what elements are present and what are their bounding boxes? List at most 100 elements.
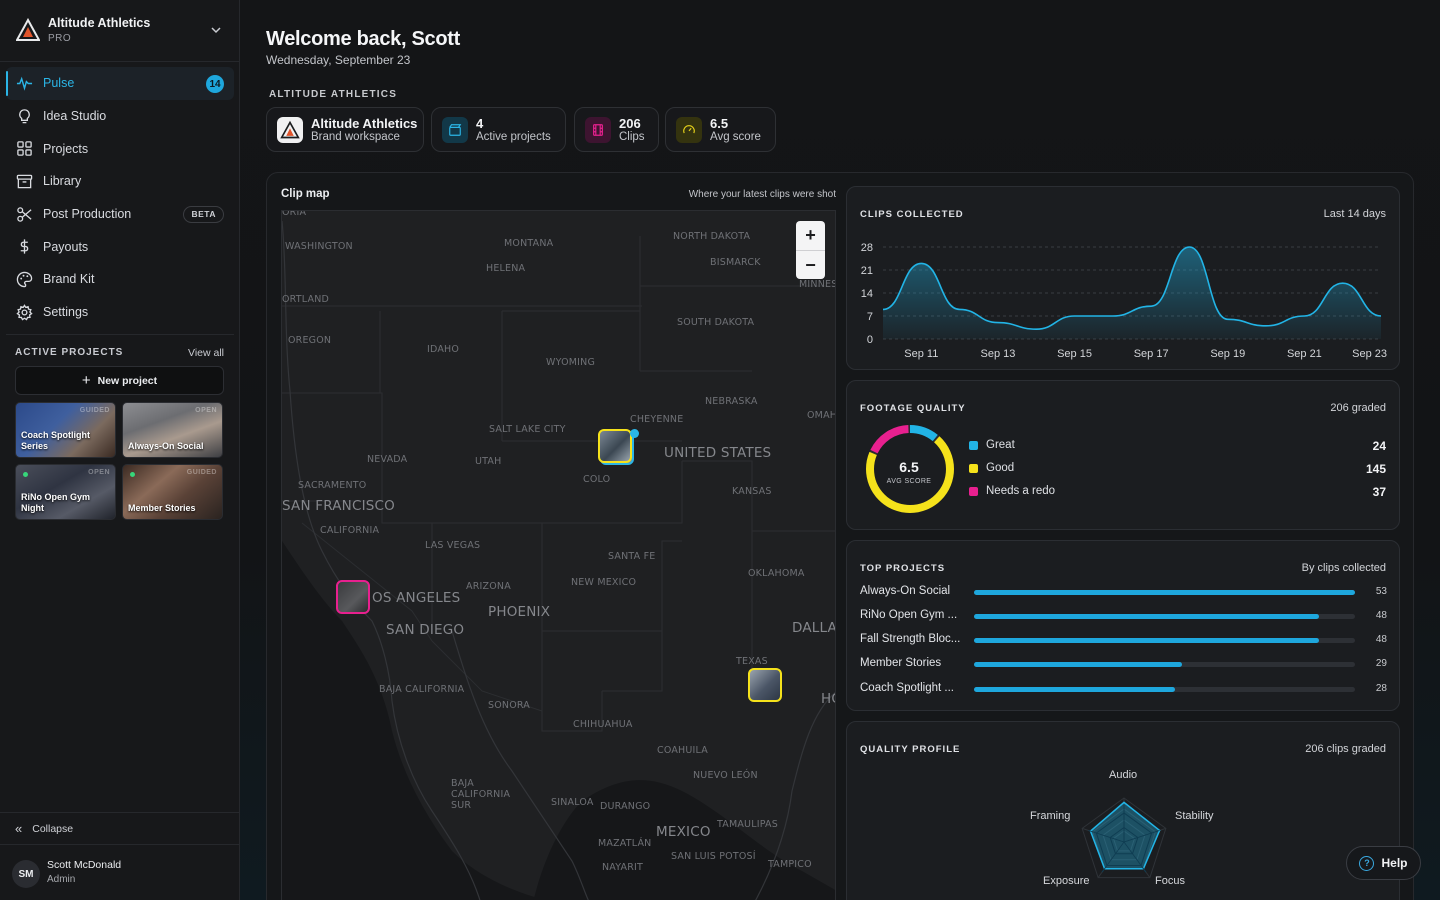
clip-map-marker[interactable] — [336, 580, 370, 614]
card-meta: By clips collected — [1301, 562, 1386, 574]
map-label: SAN LUIS POTOSÍ — [671, 851, 756, 862]
card-title: TOP PROJECTS — [860, 563, 946, 574]
top-project-row[interactable]: Coach Spotlight ... 28 — [860, 680, 1387, 698]
map-label: NUEVO LEÓN — [693, 770, 758, 781]
top-project-row[interactable]: Fall Strength Bloc... 48 — [860, 631, 1387, 649]
nav-label: Idea Studio — [43, 109, 107, 124]
radar-inner-spoke — [1123, 841, 1147, 873]
radar-axis-label: Framing — [1030, 810, 1071, 822]
series-line — [882, 246, 1382, 330]
user-profile[interactable]: SM Scott McDonald Admin — [12, 857, 232, 889]
project-card[interactable]: OPEN RiNo Open Gym Night — [15, 464, 116, 520]
nav-label: Payouts — [43, 239, 89, 254]
top-project-row[interactable]: Always-On Social 53 — [860, 583, 1387, 601]
nav-item-library[interactable]: Library — [6, 165, 234, 198]
map-label: MEXICO — [656, 824, 711, 840]
map-label: NAYARIT — [602, 862, 644, 873]
nav-item-settings[interactable]: Settings — [6, 296, 234, 329]
sidebar: Altitude Athletics PRO Pulse 14 Idea Stu… — [0, 0, 240, 900]
clip-map-marker[interactable] — [598, 429, 632, 463]
nav-label: Pulse — [43, 76, 75, 91]
project-name: RiNo Open Gym ... — [860, 609, 958, 621]
card-title: FOOTAGE QUALITY — [860, 403, 966, 414]
nav-item-brand-kit[interactable]: Brand Kit — [6, 263, 234, 296]
radar-inner-ring — [1095, 812, 1153, 866]
stat-clips[interactable]: 206 Clips — [574, 107, 659, 152]
clip-map-marker[interactable] — [748, 668, 782, 702]
avg-score-value: 6.5 — [899, 459, 919, 475]
stat-value: 4 — [476, 116, 484, 131]
project-card[interactable]: GUIDED Coach Spotlight Series — [15, 402, 116, 458]
y-tick-label: 14 — [861, 288, 873, 300]
clip-map[interactable]: ORIA WASHINGTON MONTANA NORTH DAKOTA HEL… — [281, 210, 836, 900]
page-title: Welcome back, Scott — [266, 28, 460, 50]
x-tick-label: Sep 15 — [1057, 348, 1092, 360]
palette-icon — [16, 271, 33, 288]
user-role: Admin — [47, 874, 76, 885]
new-project-label: New project — [97, 374, 158, 387]
map-label: OREGON — [288, 335, 332, 346]
map-label: COLO — [583, 474, 611, 485]
legend-value: 24 — [1372, 439, 1386, 453]
view-all-link[interactable]: View all — [188, 347, 224, 359]
map-label: NORTH DAKOTA — [673, 231, 751, 242]
map-label: ARIZONA — [466, 581, 511, 592]
project-card[interactable]: GUIDED Member Stories — [122, 464, 223, 520]
top-project-row[interactable]: Member Stories 29 — [860, 655, 1387, 673]
map-label: SALT LAKE CITY — [489, 424, 566, 435]
film-icon — [585, 117, 611, 143]
clip-map-subtitle: Where your latest clips were shot — [688, 189, 836, 200]
stat-avg-score[interactable]: 6.5 Avg score — [665, 107, 776, 152]
avatar: SM — [12, 860, 40, 888]
bar-track — [974, 638, 1355, 643]
collapse-sidebar-button[interactable]: « Collapse — [0, 812, 239, 845]
nav-item-payouts[interactable]: Payouts — [6, 230, 234, 263]
x-tick-label: Sep 13 — [980, 348, 1015, 360]
map-label: IDAHO — [427, 344, 460, 355]
quality-profile-card: QUALITY PROFILE 206 clips graded Audio S… — [846, 721, 1400, 900]
y-tick-label: 7 — [867, 311, 873, 323]
bar-track — [974, 662, 1355, 667]
stat-value: 206 — [619, 116, 641, 131]
nav-item-idea-studio[interactable]: Idea Studio — [6, 100, 234, 133]
nav-label: Post Production — [43, 207, 132, 222]
project-status: GUIDED — [79, 407, 110, 414]
nav-item-post-production[interactable]: Post Production BETA — [6, 198, 234, 231]
nav-item-projects[interactable]: Projects — [6, 132, 234, 165]
divider — [6, 334, 234, 335]
map-label: CALIFORNIA — [320, 525, 380, 536]
zoom-in-button[interactable]: + — [805, 225, 816, 245]
new-project-button[interactable]: + New project — [15, 366, 224, 395]
radar-area — [1089, 801, 1161, 870]
top-project-row[interactable]: RiNo Open Gym ... 48 — [860, 607, 1387, 625]
nav-item-pulse[interactable]: Pulse 14 — [6, 67, 234, 100]
stat-brand-workspace[interactable]: Altitude Athletics Brand workspace — [266, 107, 424, 152]
project-name: Member Stories — [860, 657, 942, 669]
legend-value: 145 — [1365, 462, 1386, 476]
avg-score-label: AVG SCORE — [886, 478, 932, 485]
legend-swatch — [969, 440, 978, 450]
chevron-down-icon[interactable] — [210, 24, 222, 36]
brand-section-heading: ALTITUDE ATHLETICS — [269, 89, 398, 100]
project-card[interactable]: OPEN Always-On Social — [122, 402, 223, 458]
workspace-switcher[interactable]: Altitude Athletics PRO — [0, 0, 239, 62]
map-label: NEVADA — [367, 454, 408, 465]
legend-item-needs-redo: Needs a redo — [969, 485, 1055, 497]
collapse-label: Collapse — [32, 822, 74, 835]
nav-label: Library — [43, 174, 82, 189]
help-button[interactable]: ? Help — [1346, 846, 1421, 880]
map-borders — [282, 211, 835, 900]
map-label: TAMPICO — [768, 859, 812, 870]
radar-inner-spoke — [1123, 829, 1160, 843]
clips-area-chart: 0 7 14 21 28 Sep 11 Sep 13 Sep 15 Sep 17 Sep 19 Se… — [861, 242, 1387, 360]
map-label: PHOENIX — [488, 604, 551, 620]
map-label: MAZATLÁN — [598, 838, 652, 849]
map-label: SAN DIEGO — [386, 622, 465, 638]
map-label: UNITED STATES — [664, 445, 772, 461]
project-status: OPEN — [195, 407, 217, 414]
stat-active-projects[interactable]: 4 Active projects — [431, 107, 566, 152]
zoom-out-button[interactable]: − — [796, 250, 825, 279]
map-label: MONTANA — [504, 238, 554, 249]
stat-value: 6.5 — [710, 116, 729, 131]
bar-fill — [974, 638, 1320, 643]
